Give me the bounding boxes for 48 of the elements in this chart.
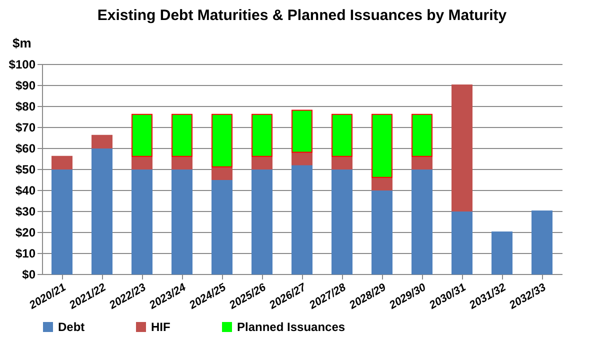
bar [372,114,392,178]
legend-label: Debt [58,320,85,334]
bar [412,114,432,157]
y-tick-label: $10 [15,246,36,260]
bar [412,168,432,274]
bar [92,148,112,274]
bar [212,114,232,168]
y-tick-label: $80 [15,100,36,114]
bar [332,114,352,157]
y-tick-label: $30 [15,204,36,218]
bar [172,156,192,170]
bar [452,84,472,212]
bar [132,168,152,274]
y-tick-label: $100 [8,58,36,72]
bar [132,114,152,157]
legend-label: HIF [151,320,170,334]
bar [372,190,392,274]
bar [452,210,472,274]
bar [52,156,72,170]
bar [252,168,272,274]
bar [332,168,352,274]
y-tick-label: $50 [15,162,36,176]
bar [412,156,432,170]
y-axis-title: $m [12,36,32,50]
bar [172,114,192,157]
legend-label: Planned Issuances [237,320,346,334]
y-tick-label: $60 [15,142,36,156]
bar [292,152,312,166]
bar [292,164,312,274]
bar [172,168,192,274]
y-tick-label: $0 [22,268,36,282]
bar [332,156,352,170]
bar [292,110,312,153]
bar [212,179,232,274]
bar [252,114,272,157]
bar [532,210,552,274]
y-tick-label: $40 [15,184,36,198]
bar [372,176,392,190]
bar [52,168,72,274]
bar [92,134,112,148]
bar [212,166,232,180]
y-tick-label: $90 [15,78,36,92]
bar [132,156,152,170]
y-tick-label: $20 [15,226,36,240]
bar [252,156,272,170]
chart-title: Existing Debt Maturities & Planned Issuances by Maturity [97,7,508,24]
y-tick-label: $70 [15,120,36,134]
bar [492,232,512,274]
